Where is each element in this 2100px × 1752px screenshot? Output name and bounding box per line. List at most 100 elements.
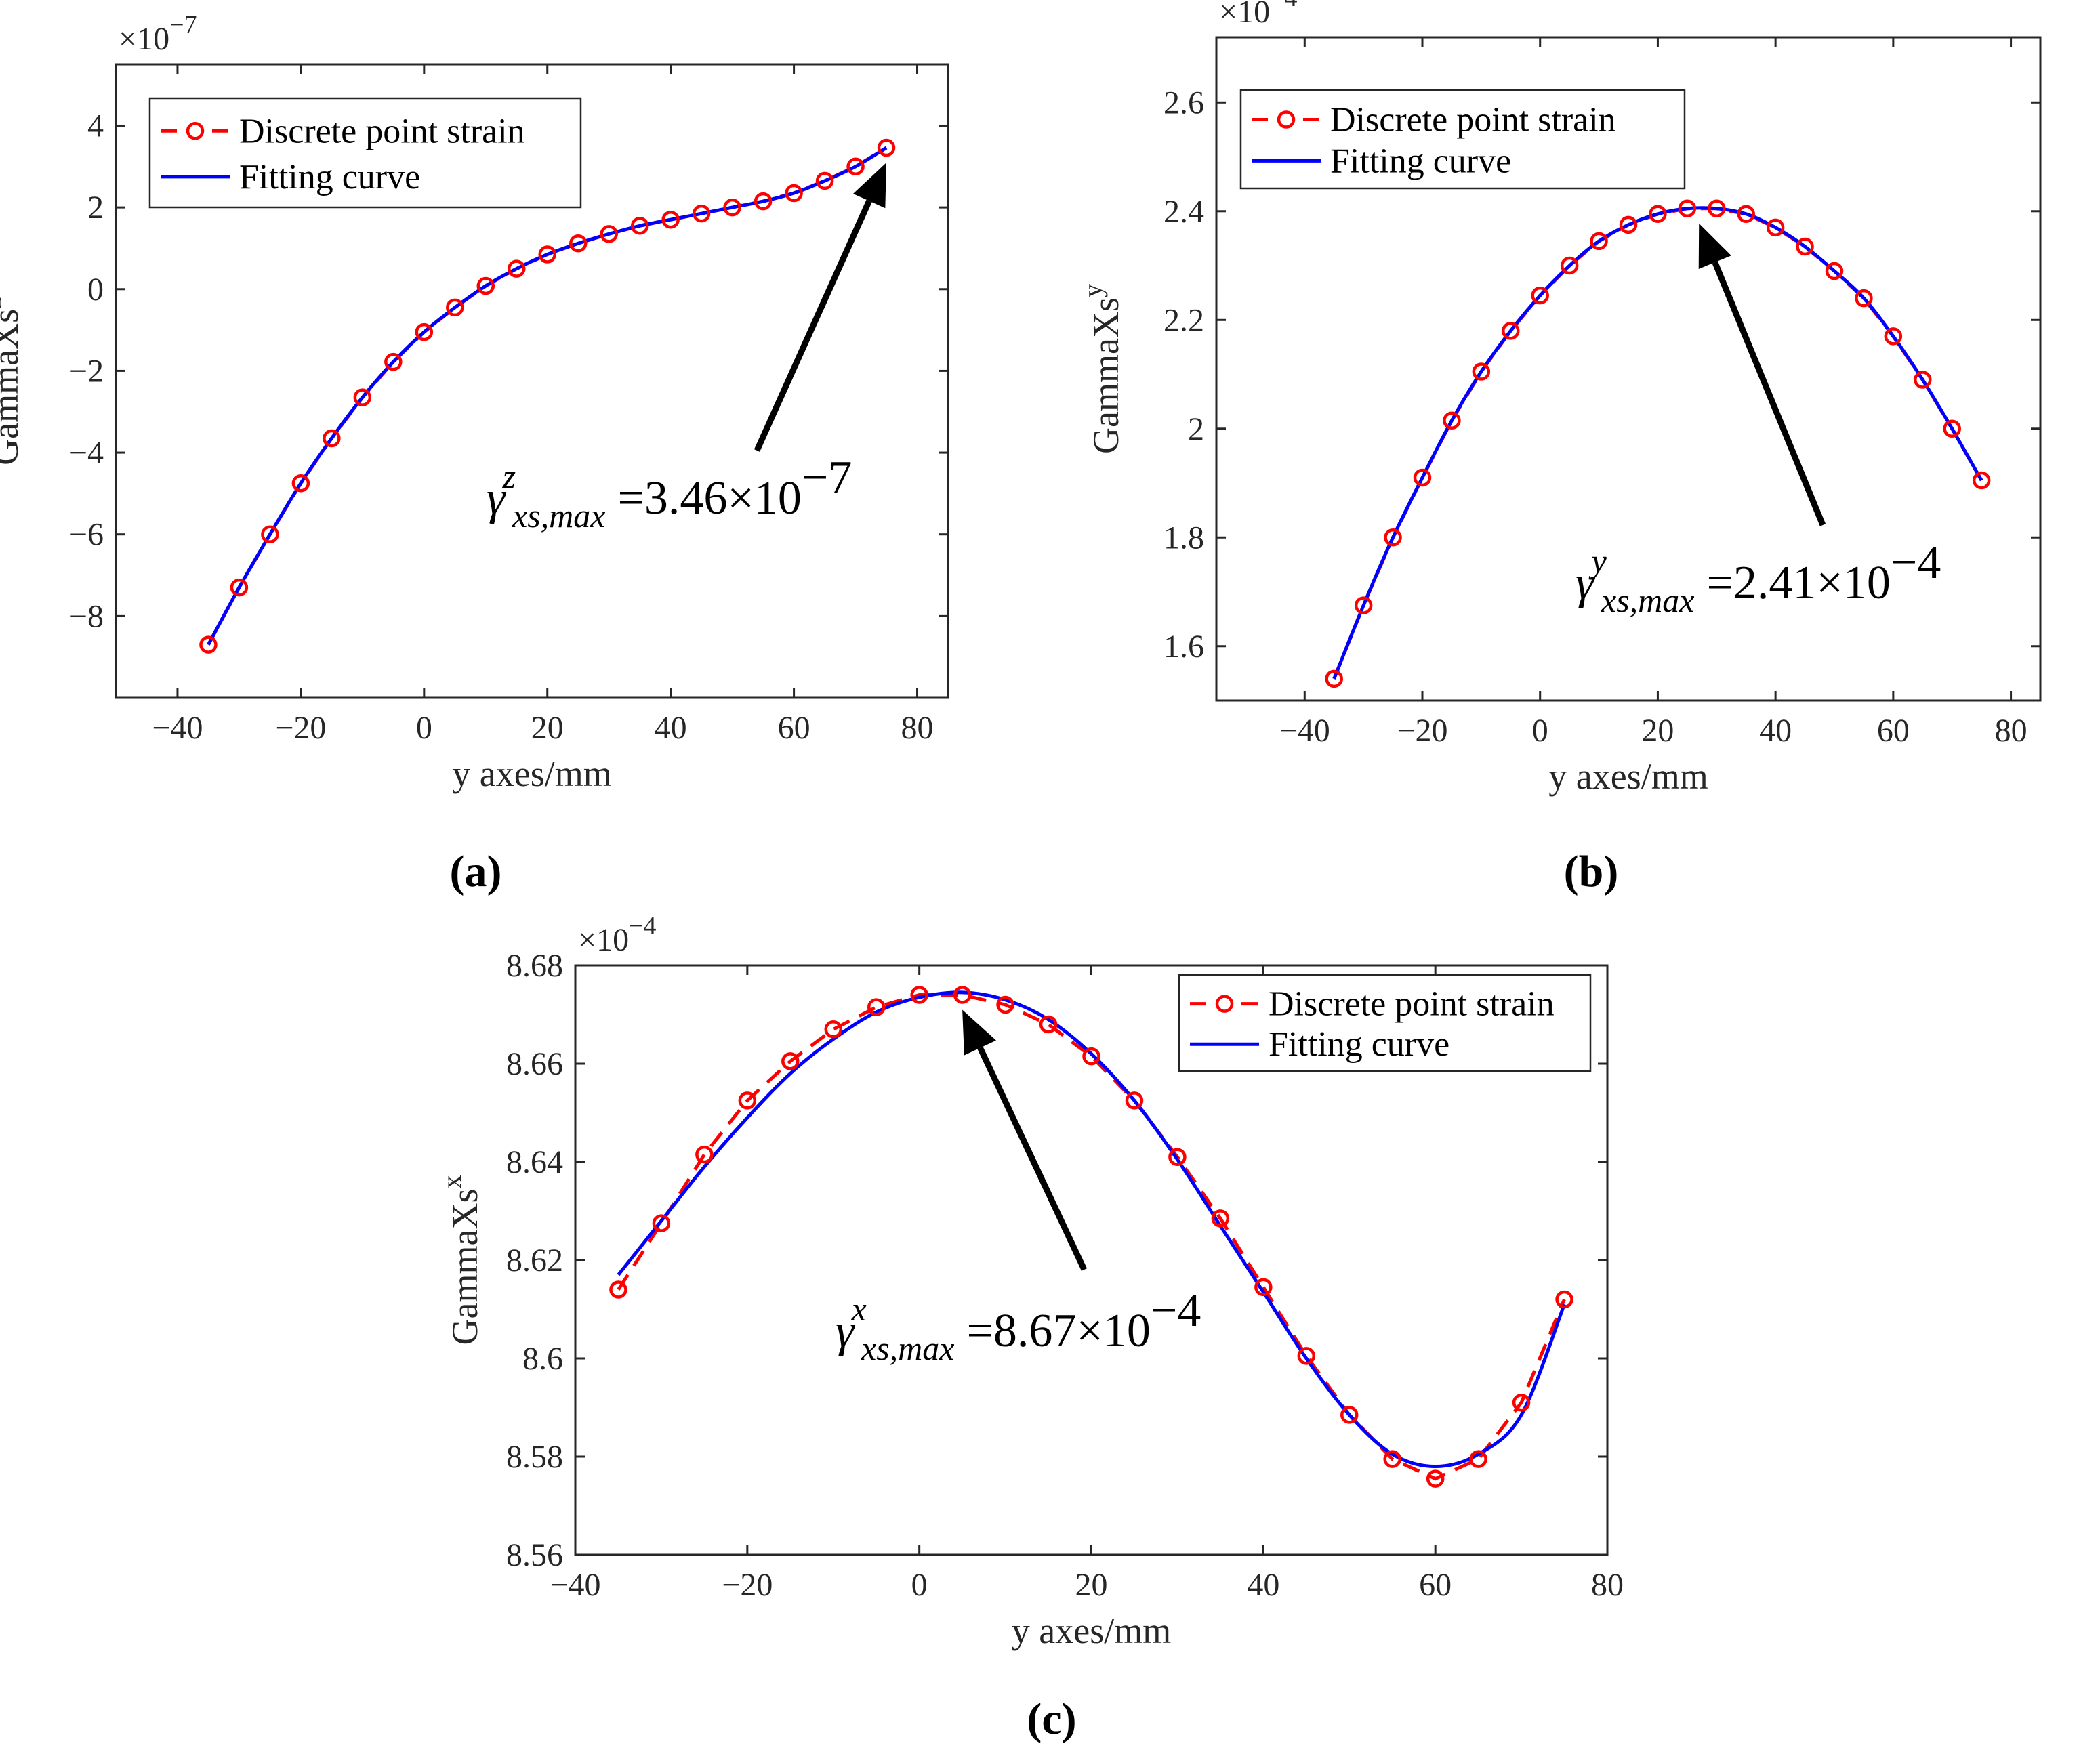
data-point <box>661 210 680 229</box>
y-tick-label: −2 <box>69 353 104 389</box>
data-point <box>1708 199 1726 218</box>
x-tick-label: 20 <box>1641 713 1674 749</box>
x-axis-label: y axes/mm <box>1012 1610 1171 1651</box>
annotation-arrow-head <box>962 1009 996 1056</box>
x-tick-label: −40 <box>550 1567 600 1603</box>
data-point <box>781 1052 800 1070</box>
y-tick-label: 8.6 <box>522 1341 563 1377</box>
data-point <box>323 429 341 448</box>
data-point <box>1354 596 1373 614</box>
data-point <box>446 298 464 317</box>
data-point <box>1254 1278 1273 1297</box>
y-axis-label-base: GammaXs <box>1086 297 1126 454</box>
annotation-text: γx xs,max =8.67×10−4 <box>836 1285 1201 1367</box>
y-axis-label: GammaXsz <box>0 297 26 465</box>
x-tick-label: 60 <box>1877 713 1910 749</box>
legend-box <box>1178 974 1592 1072</box>
legend-points-marker <box>186 122 205 140</box>
panel-label: (c) <box>1027 1694 1076 1744</box>
x-tick-label: 60 <box>778 710 810 746</box>
data-point <box>1443 411 1461 430</box>
panel-label: (b) <box>1564 847 1619 896</box>
y-exponent-label: ×10−4 <box>1219 0 1298 30</box>
y-tick-label: 8.64 <box>506 1144 563 1180</box>
data-point <box>1082 1047 1100 1066</box>
y-axis-label-base: GammaXs <box>0 309 26 465</box>
y-tick-label: 1.6 <box>1164 629 1204 665</box>
annotation-symbol: γ <box>487 472 507 524</box>
x-tick-label: 80 <box>1591 1567 1624 1603</box>
y-tick-label: −6 <box>69 517 104 553</box>
data-point <box>1737 205 1755 224</box>
y-exponent-power: −4 <box>629 912 656 940</box>
data-point <box>785 184 803 203</box>
series-discrete-line <box>617 993 1566 1481</box>
y-tick-label: 0 <box>87 272 104 308</box>
annotation-arrow-head <box>852 163 887 209</box>
annotation-arrow-shaft <box>977 1046 1088 1271</box>
data-point <box>476 276 495 295</box>
y-axis-label-sup: y <box>1077 284 1108 297</box>
data-point <box>1211 1209 1230 1228</box>
data-point <box>261 525 279 543</box>
data-point <box>1825 262 1844 280</box>
y-exponent-base: ×10 <box>119 21 169 57</box>
annotation-sub: xs,max <box>1601 581 1694 619</box>
x-tick-label: 80 <box>1995 713 2027 749</box>
legend-points-marker <box>1277 110 1296 129</box>
y-exponent-power: −7 <box>169 11 197 39</box>
y-tick-label: 8.62 <box>506 1243 563 1278</box>
x-tick-label: −20 <box>275 710 326 746</box>
data-point <box>1796 237 1814 256</box>
data-point <box>1649 205 1667 224</box>
data-point <box>1297 1347 1316 1365</box>
panel-label: (a) <box>450 847 502 896</box>
data-point <box>538 245 556 264</box>
data-point <box>1855 289 1873 308</box>
data-point <box>1325 669 1343 688</box>
data-point <box>652 1214 671 1232</box>
chart-c: −40 −20 0 20 40 60 80 8.56 8.58 8.6 8.62 8.64 8.66 8.… <box>436 912 1624 1744</box>
data-point <box>824 1020 842 1039</box>
data-point <box>877 138 896 157</box>
data-point <box>1590 232 1608 251</box>
x-tick-label: −20 <box>1397 713 1447 749</box>
data-point <box>415 322 434 341</box>
y-tick-label: 2 <box>1188 411 1204 447</box>
annotation-arrow-shaft <box>754 199 872 452</box>
y-exponent-base: ×10 <box>578 922 629 958</box>
y-tick-label: 8.56 <box>506 1537 563 1573</box>
y-tick-label: 8.68 <box>506 948 563 984</box>
x-tick-label: 20 <box>1075 1567 1108 1603</box>
data-point <box>846 157 865 176</box>
data-point <box>1678 199 1697 218</box>
data-point <box>953 986 972 1004</box>
data-point <box>738 1091 757 1110</box>
annotation-power: −7 <box>802 452 852 504</box>
y-tick-label: 2 <box>87 190 104 226</box>
data-point <box>1340 1406 1359 1424</box>
data-point <box>867 998 886 1016</box>
y-exponent-base: ×10 <box>1219 0 1270 30</box>
legend-curve-label: Fitting curve <box>1269 1025 1449 1064</box>
data-point <box>1914 371 1932 389</box>
data-point <box>230 578 249 597</box>
data-point <box>1039 1015 1058 1034</box>
data-point <box>723 198 741 217</box>
annotation-sup: z <box>502 457 516 495</box>
x-tick-label: 40 <box>655 710 687 746</box>
data-point <box>996 995 1014 1014</box>
y-tick-label: 8.58 <box>506 1439 563 1475</box>
annotation-symbol: γ <box>1576 557 1596 609</box>
annotation-sub: xs,max <box>861 1329 954 1367</box>
series-fitting-curve <box>617 990 1566 1469</box>
annotation-sup: x <box>851 1290 867 1328</box>
x-tick-label: −20 <box>722 1567 773 1603</box>
plot-area <box>1215 36 2042 702</box>
data-point <box>291 474 310 493</box>
x-tick-label: 40 <box>1247 1567 1279 1603</box>
x-tick-label: 40 <box>1759 713 1792 749</box>
x-tick-label: −40 <box>1279 713 1330 749</box>
